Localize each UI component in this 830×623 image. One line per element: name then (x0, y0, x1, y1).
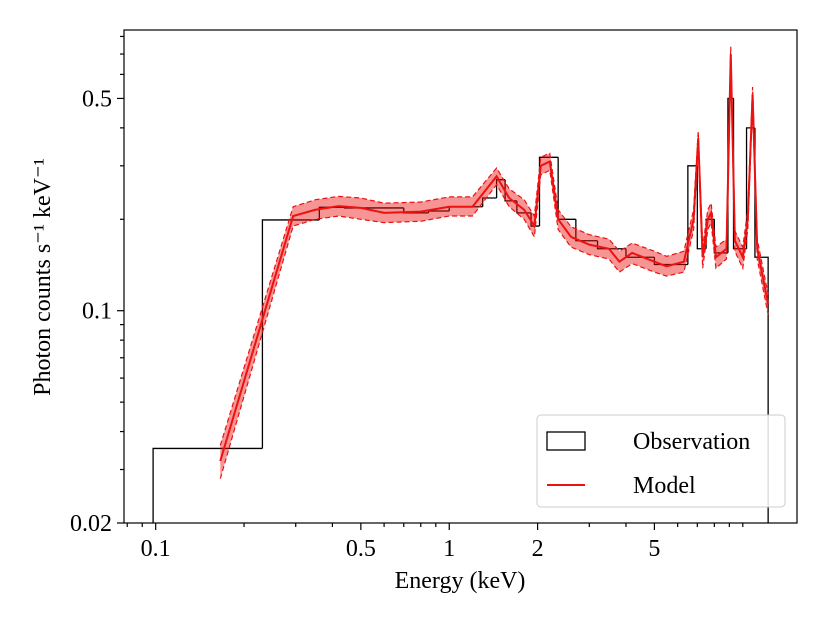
histogram-step (482, 197, 497, 207)
y-tick-label: 0.5 (82, 86, 112, 112)
histogram-step (495, 179, 506, 199)
histogram-step (530, 212, 540, 227)
y-axis-label: Photon counts s⁻¹ keV⁻¹ (30, 158, 56, 396)
plot-area (152, 46, 770, 523)
x-tick-label: 2 (532, 536, 544, 562)
legend-label: Model (633, 473, 696, 499)
model-line (219, 54, 770, 462)
histogram-step (687, 165, 698, 265)
legend-swatch (546, 431, 586, 451)
histogram-step (261, 219, 320, 449)
x-tick-label: 0.1 (141, 536, 171, 562)
x-axis-label: Energy (keV) (395, 568, 526, 594)
x-tick-label: 5 (648, 536, 660, 562)
histogram-step (152, 447, 263, 523)
legend-label: Observation (633, 429, 750, 455)
plot-frame (123, 29, 798, 524)
x-tick-label: 1 (443, 536, 455, 562)
histogram-step (557, 157, 576, 220)
histogram-step (575, 219, 598, 242)
x-tick-label: 0.5 (346, 536, 376, 562)
y-tick-label: 0.02 (70, 511, 112, 537)
y-tick-label: 0.1 (82, 299, 112, 325)
legend-box (536, 414, 786, 508)
histogram-step (538, 156, 559, 227)
uncertainty-band (220, 46, 769, 479)
